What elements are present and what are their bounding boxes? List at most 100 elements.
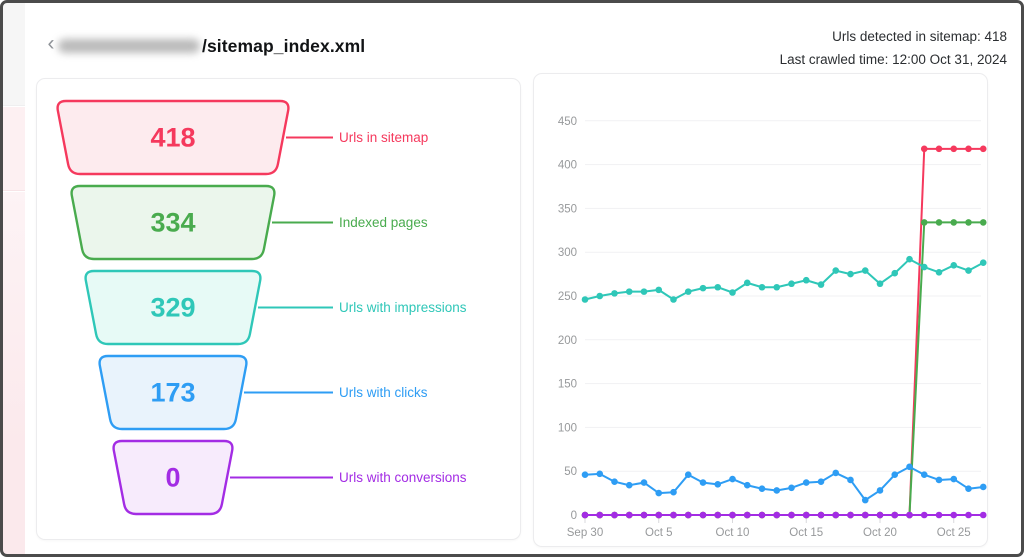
data-point	[817, 511, 825, 519]
y-axis-tick-label: 100	[558, 422, 577, 434]
funnel-stage-label: Urls with impressions	[339, 300, 467, 315]
funnel-stage-label: Indexed pages	[339, 215, 428, 230]
data-point	[758, 511, 766, 519]
data-point	[935, 269, 943, 276]
data-point	[817, 478, 825, 486]
data-point	[861, 267, 869, 274]
data-point	[817, 281, 825, 288]
chart-series[interactable]	[581, 463, 987, 504]
data-point	[950, 219, 958, 226]
data-point	[596, 470, 604, 478]
data-point	[743, 481, 751, 489]
data-point	[965, 511, 972, 519]
funnel-stage-value: 418	[150, 123, 195, 153]
data-point	[758, 283, 766, 291]
data-point	[611, 511, 618, 519]
data-point	[920, 511, 928, 519]
funnel-stage[interactable]: 173 Urls with clicks	[98, 354, 428, 431]
data-point	[876, 280, 884, 288]
funnel-stage[interactable]: 334 Indexed pages	[70, 184, 428, 261]
data-point	[920, 263, 928, 271]
funnel-chart[interactable]: 418 Urls in sitemap 334 Indexed pages 329 Url…	[37, 79, 520, 539]
data-point	[699, 479, 707, 486]
funnel-stage[interactable]: 0 Urls with conversions	[112, 439, 467, 516]
data-point	[965, 267, 972, 274]
data-point	[906, 511, 913, 519]
data-point	[788, 511, 795, 519]
data-point	[670, 296, 677, 303]
data-point	[714, 283, 722, 291]
sitemap-detail-panel: ‹ /sitemap_index.xml Urls detected in si…	[25, 3, 1021, 554]
data-point	[670, 511, 677, 519]
data-point	[625, 511, 633, 519]
data-point	[670, 488, 677, 496]
data-point	[935, 476, 943, 484]
y-axis-tick-label: 50	[564, 466, 577, 478]
data-point	[581, 471, 589, 479]
data-point	[640, 479, 648, 486]
chart-series[interactable]	[581, 255, 987, 303]
data-point	[847, 511, 854, 519]
data-point	[979, 145, 987, 153]
background-row-highlight	[0, 107, 25, 274]
data-point	[611, 478, 618, 486]
y-axis-tick-label: 0	[571, 510, 577, 522]
data-point	[847, 476, 854, 484]
data-point	[979, 511, 987, 519]
data-point	[935, 219, 943, 226]
y-axis-tick-label: 450	[558, 116, 577, 128]
data-point	[729, 475, 736, 483]
data-point	[714, 481, 722, 488]
data-point	[625, 481, 633, 489]
data-point	[699, 284, 707, 292]
data-point	[950, 475, 958, 483]
y-axis-tick-label: 350	[558, 203, 577, 215]
data-point	[832, 511, 840, 519]
data-point	[965, 219, 972, 226]
data-point	[773, 487, 781, 494]
funnel-stage-shape	[98, 354, 248, 431]
data-point	[847, 270, 854, 278]
y-axis-tick-label: 200	[558, 335, 577, 347]
x-axis-tick-label: Sep 30	[567, 527, 603, 539]
x-axis-tick-label: Oct 20	[863, 527, 897, 539]
data-point	[729, 289, 736, 296]
back-button[interactable]: ‹	[47, 32, 55, 55]
data-point	[625, 288, 633, 295]
data-point	[832, 267, 840, 274]
series-line	[584, 258, 984, 301]
data-point	[729, 511, 736, 519]
data-point	[935, 145, 943, 153]
chart-series[interactable]	[581, 511, 987, 519]
page-title: /sitemap_index.xml	[202, 36, 366, 56]
data-point	[891, 511, 899, 519]
funnel-stage[interactable]: 418 Urls in sitemap	[56, 99, 429, 176]
data-point	[655, 286, 663, 294]
x-axis-tick-label: Oct 15	[789, 527, 823, 539]
data-point	[699, 511, 707, 519]
data-point	[876, 511, 884, 519]
data-point	[861, 496, 869, 504]
funnel-stage-shape	[70, 184, 276, 261]
funnel-stage[interactable]: 329 Urls with impressions	[84, 269, 467, 346]
background-row	[3, 443, 25, 554]
data-point	[920, 145, 928, 153]
funnel-stage-label: Urls with clicks	[339, 385, 428, 400]
data-point	[891, 269, 899, 277]
trend-chart[interactable]: 0 50 100 150 200 250 300 350 400 450 Sep 30 Oct 5 Oc…	[534, 74, 987, 546]
data-point	[596, 292, 604, 300]
data-point	[802, 479, 810, 486]
funnel-card: 418 Urls in sitemap 334 Indexed pages 329 Url…	[36, 78, 521, 540]
urls-detected-text: Urls detected in sitemap: 418	[832, 29, 1007, 44]
y-axis-tick-label: 250	[558, 291, 577, 303]
data-point	[684, 511, 692, 519]
data-point	[773, 283, 781, 291]
trend-card: 0 50 100 150 200 250 300 350 400 450 Sep 30 Oct 5 Oc…	[533, 73, 988, 547]
data-point	[802, 511, 810, 519]
chart-series[interactable]	[581, 145, 987, 519]
data-point	[743, 279, 751, 287]
data-point	[640, 511, 648, 519]
data-point	[979, 259, 987, 267]
data-point	[950, 145, 958, 153]
funnel-stage-shape	[84, 269, 262, 346]
